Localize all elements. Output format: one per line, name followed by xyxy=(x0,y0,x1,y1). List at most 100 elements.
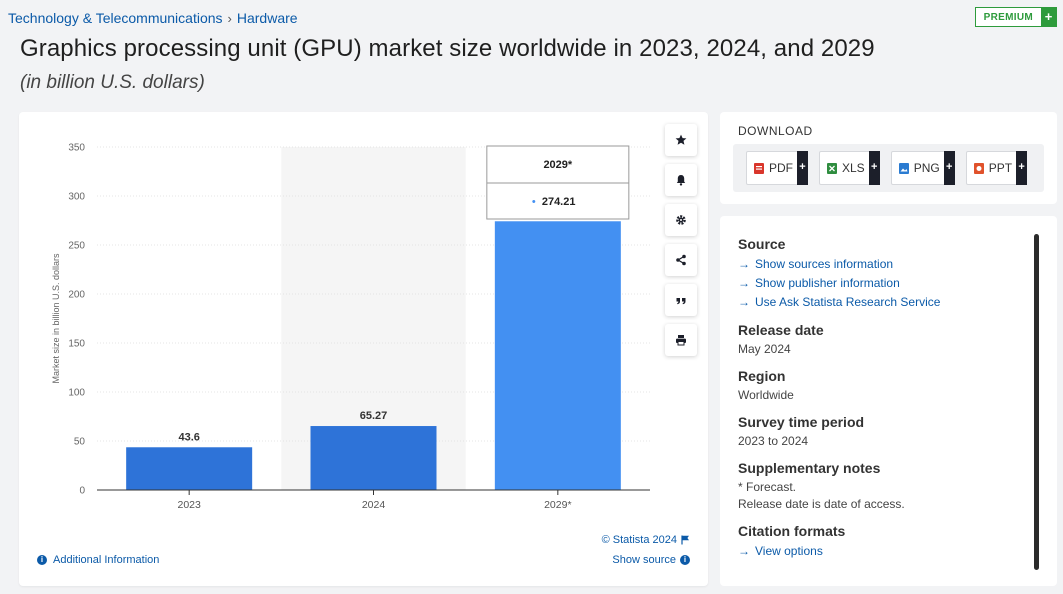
quote-icon xyxy=(676,298,686,305)
info-scrollbar[interactable] xyxy=(1034,234,1039,570)
share-button[interactable] xyxy=(665,244,697,276)
settings-button[interactable] xyxy=(665,204,697,236)
x-tick-label: 2024 xyxy=(362,499,386,511)
page-subtitle: (in billion U.S. dollars) xyxy=(20,72,205,93)
view-options-text: View options xyxy=(755,544,823,558)
breadcrumb-category-link[interactable]: Technology & Telecommunications xyxy=(8,10,223,26)
download-png-label: PNG xyxy=(913,161,940,175)
y-tick-label: 200 xyxy=(68,290,85,301)
show-source-link[interactable]: Show source i xyxy=(612,554,690,566)
copyright-text: © Statista 2024 xyxy=(601,534,677,546)
gear-icon xyxy=(676,215,686,225)
tooltip-bullet: • xyxy=(532,196,536,208)
y-tick-label: 50 xyxy=(74,437,86,448)
chart-toolbar xyxy=(665,124,697,364)
notes-line-2: Release date is date of access. xyxy=(738,497,905,511)
x-tick-label: 2029* xyxy=(544,499,571,511)
print-icon xyxy=(676,335,686,346)
favorite-button[interactable] xyxy=(665,124,697,156)
download-xls-label: XLS xyxy=(842,161,865,175)
breadcrumb: Technology & Telecommunications › Hardwa… xyxy=(8,10,298,26)
bar xyxy=(494,221,621,490)
chart-card: 0 50 100 150 200 250 300 350 Market size in bill… xyxy=(19,112,708,586)
ppt-icon xyxy=(973,162,984,174)
download-xls-plus: + xyxy=(868,151,880,185)
x-tick-label: 2023 xyxy=(177,499,201,511)
y-tick-label: 100 xyxy=(68,388,85,399)
ask-statista-text: Use Ask Statista Research Service xyxy=(755,295,941,309)
y-axis-label: Market size in billion U.S. dollars xyxy=(51,253,61,384)
notes-title: Supplementary notes xyxy=(738,460,881,476)
info-card: Source → Show sources information → Show p… xyxy=(720,216,1057,586)
y-tick-label: 300 xyxy=(68,192,85,203)
download-buttons: PDF + XLS + PNG + PPT + xyxy=(733,144,1044,192)
download-title: DOWNLOAD xyxy=(738,124,813,138)
y-tick-label: 150 xyxy=(68,339,85,350)
release-title: Release date xyxy=(738,322,824,338)
arrow-right-icon: → xyxy=(738,295,750,309)
notification-button[interactable] xyxy=(665,164,697,196)
period-value: 2023 to 2024 xyxy=(738,434,809,448)
cite-button[interactable] xyxy=(665,284,697,316)
view-options-link[interactable]: → View options xyxy=(738,542,1038,561)
bar xyxy=(126,447,253,490)
flag-icon xyxy=(681,535,689,545)
download-ppt-button[interactable]: PPT + xyxy=(965,151,1028,185)
y-tick-label: 0 xyxy=(79,486,85,497)
print-button[interactable] xyxy=(665,324,697,356)
tooltip-category: 2029* xyxy=(543,159,572,171)
premium-badge[interactable]: PREMIUM + xyxy=(974,7,1057,27)
additional-information-link[interactable]: i Additional Information xyxy=(37,554,159,566)
premium-plus: + xyxy=(1041,8,1056,26)
info-content: Source → Show sources information → Show p… xyxy=(738,236,1038,571)
y-tick-label: 350 xyxy=(68,143,85,154)
show-source-text: Show source xyxy=(612,554,676,566)
notes-line-1: * Forecast. xyxy=(738,480,797,494)
download-card: DOWNLOAD PDF + XLS + PNG + PPT + xyxy=(720,112,1057,204)
statista-copyright[interactable]: © Statista 2024 xyxy=(602,534,690,546)
y-tick-label: 250 xyxy=(68,241,85,252)
download-pdf-plus: + xyxy=(797,151,808,185)
download-ppt-plus: + xyxy=(1016,151,1028,185)
download-pdf-button[interactable]: PDF + xyxy=(746,151,808,185)
pdf-icon xyxy=(754,162,764,174)
info-icon: i xyxy=(680,555,690,565)
breadcrumb-subcategory-link[interactable]: Hardware xyxy=(236,10,298,26)
period-section: Survey time period 2023 to 2024 xyxy=(738,414,1038,450)
release-section: Release date May 2024 xyxy=(738,322,1038,358)
bar-chart: 0 50 100 150 200 250 300 350 Market size in bill… xyxy=(51,143,650,511)
premium-label: PREMIUM xyxy=(983,12,1033,23)
page-header: Technology & Telecommunications › Hardwa… xyxy=(0,0,1063,108)
download-xls-button[interactable]: XLS + xyxy=(819,151,880,185)
download-pdf-label: PDF xyxy=(769,161,793,175)
show-publisher-text: Show publisher information xyxy=(755,276,900,290)
info-icon: i xyxy=(37,555,47,565)
data-label: 65.27 xyxy=(360,410,388,422)
page-title: Graphics processing unit (GPU) market si… xyxy=(20,35,875,62)
show-sources-text: Show sources information xyxy=(755,257,894,271)
star-icon xyxy=(675,134,687,145)
download-ppt-label: PPT xyxy=(988,161,1013,175)
region-title: Region xyxy=(738,368,786,384)
additional-information-text: Additional Information xyxy=(53,554,160,566)
region-section: Region Worldwide xyxy=(738,368,1038,404)
show-sources-link[interactable]: → Show sources information xyxy=(738,255,1038,274)
arrow-right-icon: → xyxy=(738,544,750,558)
source-section: Source → Show sources information → Show p… xyxy=(738,236,1038,312)
xls-icon xyxy=(827,162,837,174)
ask-statista-link[interactable]: → Use Ask Statista Research Service xyxy=(738,293,1038,312)
release-value: May 2024 xyxy=(738,342,791,356)
source-title: Source xyxy=(738,236,786,252)
download-png-plus: + xyxy=(943,151,955,185)
share-icon xyxy=(676,254,686,266)
bell-icon xyxy=(676,175,686,186)
notes-section: Supplementary notes * Forecast. Release … xyxy=(738,460,1038,513)
show-publisher-link[interactable]: → Show publisher information xyxy=(738,274,1038,293)
tooltip-value: 274.21 xyxy=(542,196,576,208)
region-value: Worldwide xyxy=(738,388,794,402)
download-png-button[interactable]: PNG + xyxy=(890,151,955,185)
citation-title: Citation formats xyxy=(738,523,846,539)
citation-section: Citation formats → View options xyxy=(738,523,1038,561)
data-label: 43.6 xyxy=(178,431,199,443)
breadcrumb-separator: › xyxy=(227,10,232,26)
